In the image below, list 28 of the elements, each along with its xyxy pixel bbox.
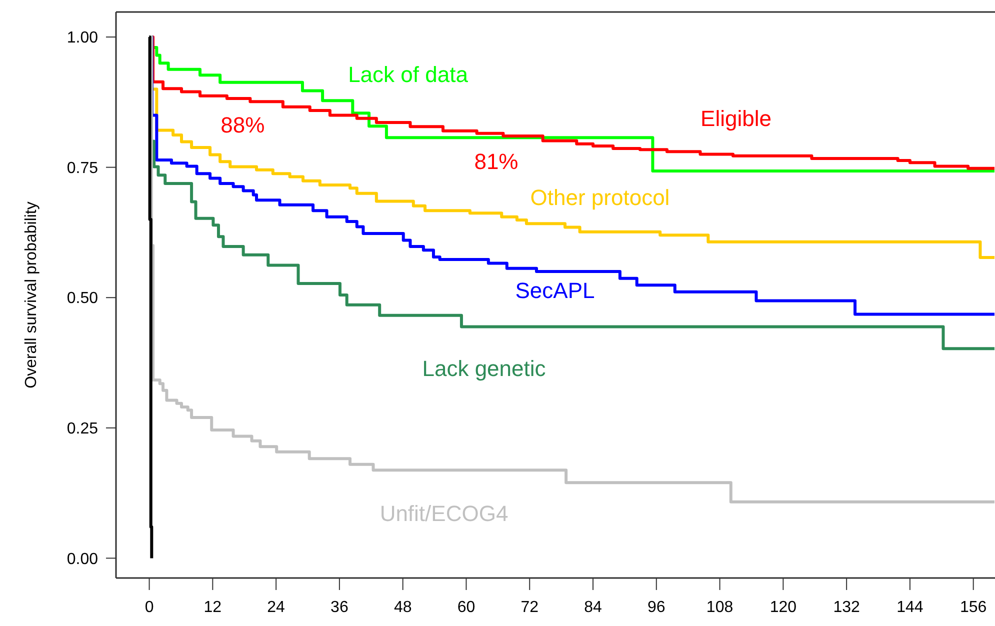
x-tick-label: 0 — [144, 599, 154, 616]
series-label: Lack genetic — [422, 356, 546, 381]
annotation: 88% — [220, 112, 265, 138]
x-tick-label: 132 — [833, 599, 860, 616]
series-label: Lack of data — [348, 62, 469, 87]
x-tick-label: 156 — [960, 599, 987, 616]
x-tick-label: 24 — [267, 599, 286, 616]
y-tick-label: 0.00 — [66, 550, 98, 568]
x-tick-label: 144 — [896, 599, 924, 616]
x-tick-label: 96 — [647, 599, 666, 616]
y-tick-label: 1.00 — [66, 30, 98, 47]
y-tick-label: 0.25 — [66, 420, 98, 438]
series-label: Other protocol — [530, 185, 670, 210]
x-tick-label: 36 — [330, 599, 348, 616]
x-tick-label: 108 — [706, 599, 734, 616]
series-label: SecAPL — [515, 278, 595, 303]
y-tick-label: 0.75 — [66, 160, 98, 177]
x-tick-label: 120 — [770, 599, 797, 616]
y-tick-label: 0.50 — [66, 290, 98, 308]
series-label: Eligible — [700, 106, 772, 131]
x-tick-label: 48 — [394, 599, 412, 616]
x-tick-label: 12 — [204, 599, 222, 616]
annotation: 81% — [474, 149, 518, 174]
series-label: Unfit/ECOG4 — [380, 501, 508, 526]
y-axis-title: Overall survival probability — [23, 202, 40, 388]
x-tick-label: 60 — [457, 599, 476, 616]
x-tick-label: 72 — [520, 599, 539, 616]
x-tick-label: 84 — [584, 599, 602, 616]
